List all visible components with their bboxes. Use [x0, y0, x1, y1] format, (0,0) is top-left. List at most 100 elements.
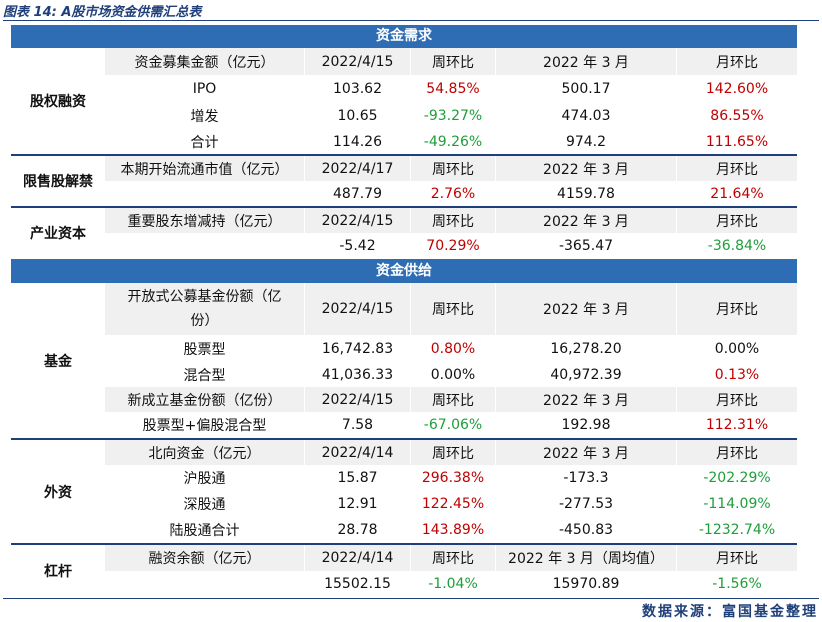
row-label [105, 181, 305, 206]
cell-wow: 70.29% [411, 233, 496, 258]
cell-month: 2022 年 3 月（周均值） [496, 545, 677, 571]
cell-month: 2022 年 3 月 [496, 440, 677, 465]
cell-wow: -1.04% [411, 571, 496, 597]
row-label: 合计 [105, 129, 305, 154]
group-label-industry: 产业资本 [11, 208, 105, 258]
cell-wow: 周环比 [411, 208, 496, 233]
row-label: 北向资金（亿元） [105, 440, 305, 465]
cell-wow: 周环比 [411, 545, 496, 571]
row-label: 股票型 [105, 335, 305, 362]
cell-date: 2022/4/15 [305, 387, 411, 412]
cell-date: 2022/4/14 [305, 545, 411, 571]
table-row: 股票型+偏股混合型 7.58 -67.06% 192.98 112.31% [105, 412, 797, 438]
table-row: 融资余额（亿元） 2022/4/14 周环比 2022 年 3 月（周均值） 月… [105, 545, 797, 571]
cell-wow: -93.27% [411, 102, 496, 129]
table-row: 本期开始流通市值（亿元） 2022/4/17 周环比 2022 年 3 月 月环… [105, 156, 797, 181]
cell-date: 2022/4/17 [305, 156, 411, 181]
cell-date: 2022/4/15 [305, 48, 411, 75]
row-label: 深股通 [105, 491, 305, 517]
cell-wow: 0.80% [411, 335, 496, 362]
section-header-demand: 资金需求 [11, 25, 797, 48]
source-note: 数据来源：富国基金整理 [642, 601, 818, 621]
cell-mom: 月环比 [677, 283, 797, 335]
cell-value: 10.65 [305, 102, 411, 129]
cell-month: -277.53 [496, 491, 677, 517]
cell-wow: -67.06% [411, 412, 496, 438]
cell-mom: 0.00% [677, 335, 797, 362]
cell-mom: -36.84% [677, 233, 797, 258]
row-label: 开放式公募基金份额（亿份） [105, 283, 305, 335]
cell-wow: 周环比 [411, 48, 496, 75]
table-row: 增发 10.65 -93.27% 474.03 86.55% [105, 102, 797, 129]
cell-date: 2022/4/15 [305, 208, 411, 233]
figure-caption: 图表 14: A股市场资金供需汇总表 [3, 1, 201, 20]
cell-month: 40,972.39 [496, 362, 677, 387]
cell-value: 16,742.83 [305, 335, 411, 362]
cell-mom: 111.65% [677, 129, 797, 154]
row-label [105, 571, 305, 597]
table-row: 沪股通 15.87 296.38% -173.3 -202.29% [105, 465, 797, 491]
row-label: 本期开始流通市值（亿元） [105, 156, 305, 181]
cell-value: 15502.15 [305, 571, 411, 597]
cell-value: 15.87 [305, 465, 411, 491]
cell-mom: -202.29% [677, 465, 797, 491]
table-row: 新成立基金份额（亿份） 2022/4/15 周环比 2022 年 3 月 月环比 [105, 387, 797, 412]
cell-value: 103.62 [305, 75, 411, 102]
cell-mom: 21.64% [677, 181, 797, 206]
group-label-lockup: 限售股解禁 [11, 156, 105, 206]
cell-wow: -49.26% [411, 129, 496, 154]
cell-mom: 86.55% [677, 102, 797, 129]
cell-value: 41,036.33 [305, 362, 411, 387]
cell-wow: 周环比 [411, 156, 496, 181]
cell-wow: 54.85% [411, 75, 496, 102]
cell-month: 2022 年 3 月 [496, 283, 677, 335]
table-bottom-rule [3, 598, 819, 599]
cell-mom: 0.13% [677, 362, 797, 387]
row-label: 资金募集金额（亿元） [105, 48, 305, 75]
cell-month: -365.47 [496, 233, 677, 258]
cell-wow: 周环比 [411, 440, 496, 465]
table-row: -5.42 70.29% -365.47 -36.84% [105, 233, 797, 258]
cell-wow: 296.38% [411, 465, 496, 491]
section-header-supply: 资金供给 [11, 259, 797, 283]
table-row: 深股通 12.91 122.45% -277.53 -114.09% [105, 491, 797, 517]
cell-wow: 2.76% [411, 181, 496, 206]
cell-wow: 周环比 [411, 387, 496, 412]
cell-mom: 月环比 [677, 545, 797, 571]
row-label: 股票型+偏股混合型 [105, 412, 305, 438]
table-row: 北向资金（亿元） 2022/4/14 周环比 2022 年 3 月 月环比 [105, 440, 797, 465]
row-label: 新成立基金份额（亿份） [105, 387, 305, 412]
row-label: 陆股通合计 [105, 517, 305, 543]
cell-month: 2022 年 3 月 [496, 156, 677, 181]
cell-mom: 142.60% [677, 75, 797, 102]
cell-mom: 月环比 [677, 48, 797, 75]
table-row: IPO 103.62 54.85% 500.17 142.60% [105, 75, 797, 102]
cell-month: 192.98 [496, 412, 677, 438]
table-row: 混合型 41,036.33 0.00% 40,972.39 0.13% [105, 362, 797, 387]
cell-month: 2022 年 3 月 [496, 387, 677, 412]
cell-mom: 月环比 [677, 387, 797, 412]
cell-month: 2022 年 3 月 [496, 208, 677, 233]
table-row: 陆股通合计 28.78 143.89% -450.83 -1232.74% [105, 517, 797, 543]
cell-value: -5.42 [305, 233, 411, 258]
cell-month: 16,278.20 [496, 335, 677, 362]
table-row: 重要股东增减持（亿元） 2022/4/15 周环比 2022 年 3 月 月环比 [105, 208, 797, 233]
row-label: 混合型 [105, 362, 305, 387]
cell-month: 474.03 [496, 102, 677, 129]
table-row: 15502.15 -1.04% 15970.89 -1.56% [105, 571, 797, 597]
cell-mom: 月环比 [677, 208, 797, 233]
cell-mom: 112.31% [677, 412, 797, 438]
table-row: 资金募集金额（亿元） 2022/4/15 周环比 2022 年 3 月 月环比 [105, 48, 797, 75]
cell-wow: 122.45% [411, 491, 496, 517]
cell-mom: 月环比 [677, 156, 797, 181]
group-label-equity: 股权融资 [11, 48, 105, 154]
row-label: 沪股通 [105, 465, 305, 491]
cell-mom: 月环比 [677, 440, 797, 465]
cell-month: 4159.78 [496, 181, 677, 206]
table-row: 开放式公募基金份额（亿份） 2022/4/15 周环比 2022 年 3 月 月… [105, 283, 797, 335]
row-label: 重要股东增减持（亿元） [105, 208, 305, 233]
row-label: IPO [105, 75, 305, 102]
cell-mom: -114.09% [677, 491, 797, 517]
cell-date: 2022/4/15 [305, 283, 411, 335]
row-label: 融资余额（亿元） [105, 545, 305, 571]
